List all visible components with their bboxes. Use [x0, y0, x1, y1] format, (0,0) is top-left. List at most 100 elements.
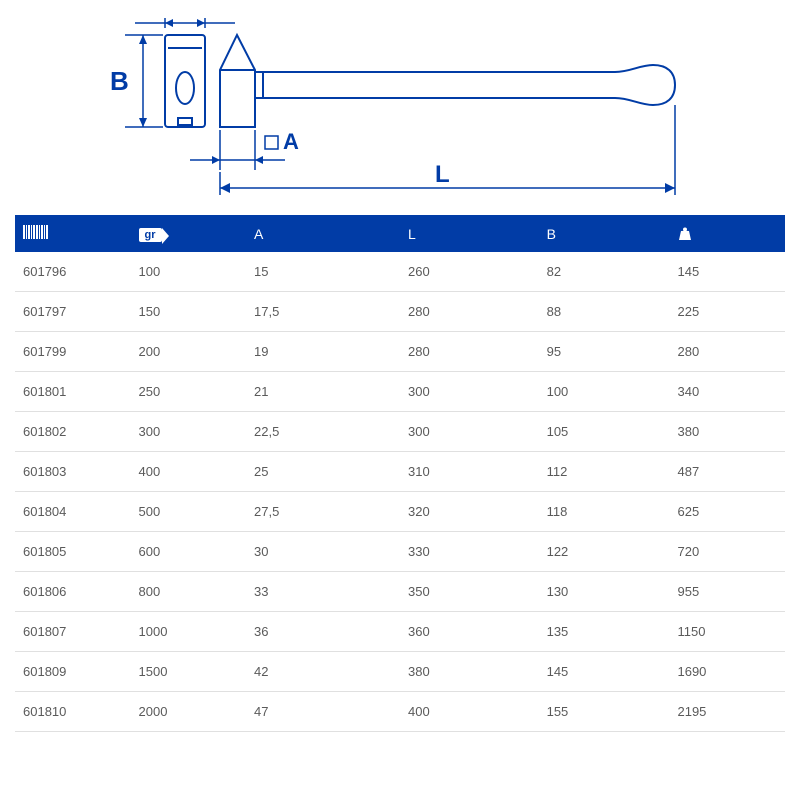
- cell-L: 280: [400, 292, 539, 332]
- cell-gr: 1500: [131, 652, 247, 692]
- barcode-icon: [23, 225, 49, 242]
- cell-gr: 1000: [131, 612, 247, 652]
- cell-L: 380: [400, 652, 539, 692]
- cell-L: 350: [400, 572, 539, 612]
- cell-B: 82: [539, 252, 670, 292]
- table-row: 6018091500423801451690: [15, 652, 785, 692]
- cell-A: 30: [246, 532, 400, 572]
- cell-L: 360: [400, 612, 539, 652]
- cell-B: 155: [539, 692, 670, 732]
- cell-gr: 100: [131, 252, 247, 292]
- col-header-L: L: [400, 215, 539, 252]
- cell-wt: 145: [669, 252, 785, 292]
- cell-code: 601806: [15, 572, 131, 612]
- table-row: 60180680033350130955: [15, 572, 785, 612]
- cell-wt: 720: [669, 532, 785, 572]
- cell-wt: 2195: [669, 692, 785, 732]
- label-A: A: [283, 129, 299, 154]
- cell-B: 95: [539, 332, 670, 372]
- cell-A: 27,5: [246, 492, 400, 532]
- cell-A: 15: [246, 252, 400, 292]
- cell-code: 601804: [15, 492, 131, 532]
- col-header-wt: [669, 215, 785, 252]
- cell-gr: 200: [131, 332, 247, 372]
- cell-wt: 1690: [669, 652, 785, 692]
- gram-icon: gr: [139, 228, 162, 242]
- cell-B: 122: [539, 532, 670, 572]
- dimension-diagram: B A: [15, 10, 785, 210]
- cell-A: 42: [246, 652, 400, 692]
- cell-wt: 225: [669, 292, 785, 332]
- cell-A: 19: [246, 332, 400, 372]
- cell-wt: 340: [669, 372, 785, 412]
- cell-gr: 300: [131, 412, 247, 452]
- cell-code: 601797: [15, 292, 131, 332]
- cell-code: 601810: [15, 692, 131, 732]
- col-header-code: [15, 215, 131, 252]
- table-body: 601796100152608214560179715017,528088225…: [15, 252, 785, 732]
- cell-L: 260: [400, 252, 539, 292]
- label-L: L: [435, 161, 450, 188]
- cell-code: 601807: [15, 612, 131, 652]
- cell-L: 280: [400, 332, 539, 372]
- cell-L: 400: [400, 692, 539, 732]
- col-header-gr: gr: [131, 215, 247, 252]
- cell-L: 320: [400, 492, 539, 532]
- cell-B: 135: [539, 612, 670, 652]
- cell-code: 601799: [15, 332, 131, 372]
- cell-wt: 955: [669, 572, 785, 612]
- cell-A: 47: [246, 692, 400, 732]
- cell-gr: 150: [131, 292, 247, 332]
- weight-icon: [677, 226, 693, 242]
- cell-A: 17,5: [246, 292, 400, 332]
- cell-A: 25: [246, 452, 400, 492]
- cell-B: 130: [539, 572, 670, 612]
- cell-code: 601801: [15, 372, 131, 412]
- cell-wt: 487: [669, 452, 785, 492]
- table-row: 60179715017,528088225: [15, 292, 785, 332]
- cell-A: 22,5: [246, 412, 400, 452]
- cell-code: 601805: [15, 532, 131, 572]
- cell-code: 601796: [15, 252, 131, 292]
- cell-A: 33: [246, 572, 400, 612]
- table-header-row: gr ALB: [15, 215, 785, 252]
- cell-gr: 2000: [131, 692, 247, 732]
- cell-B: 100: [539, 372, 670, 412]
- cell-B: 105: [539, 412, 670, 452]
- cell-gr: 600: [131, 532, 247, 572]
- table-row: 60180450027,5320118625: [15, 492, 785, 532]
- cell-A: 21: [246, 372, 400, 412]
- hammer-diagram-svg: B A: [15, 10, 785, 210]
- spec-table-wrapper: grALB 601796100152608214560179715017,528…: [15, 215, 785, 732]
- cell-wt: 280: [669, 332, 785, 372]
- spec-table: grALB 601796100152608214560179715017,528…: [15, 215, 785, 732]
- cell-wt: 380: [669, 412, 785, 452]
- cell-L: 330: [400, 532, 539, 572]
- cell-gr: 400: [131, 452, 247, 492]
- table-row: 60180125021300100340: [15, 372, 785, 412]
- table-row: 6017992001928095280: [15, 332, 785, 372]
- cell-code: 601803: [15, 452, 131, 492]
- cell-B: 118: [539, 492, 670, 532]
- col-header-A: A: [246, 215, 400, 252]
- cell-L: 300: [400, 412, 539, 452]
- cell-wt: 1150: [669, 612, 785, 652]
- cell-B: 112: [539, 452, 670, 492]
- cell-gr: 250: [131, 372, 247, 412]
- cell-code: 601809: [15, 652, 131, 692]
- table-row: 60180230022,5300105380: [15, 412, 785, 452]
- table-row: 60180560030330122720: [15, 532, 785, 572]
- table-row: 6018071000363601351150: [15, 612, 785, 652]
- cell-gr: 800: [131, 572, 247, 612]
- cell-B: 145: [539, 652, 670, 692]
- cell-wt: 625: [669, 492, 785, 532]
- cell-B: 88: [539, 292, 670, 332]
- label-B: B: [110, 66, 129, 96]
- cell-L: 310: [400, 452, 539, 492]
- cell-L: 300: [400, 372, 539, 412]
- col-header-B: B: [539, 215, 670, 252]
- cell-A: 36: [246, 612, 400, 652]
- table-row: 60180340025310112487: [15, 452, 785, 492]
- cell-code: 601802: [15, 412, 131, 452]
- table-row: 6017961001526082145: [15, 252, 785, 292]
